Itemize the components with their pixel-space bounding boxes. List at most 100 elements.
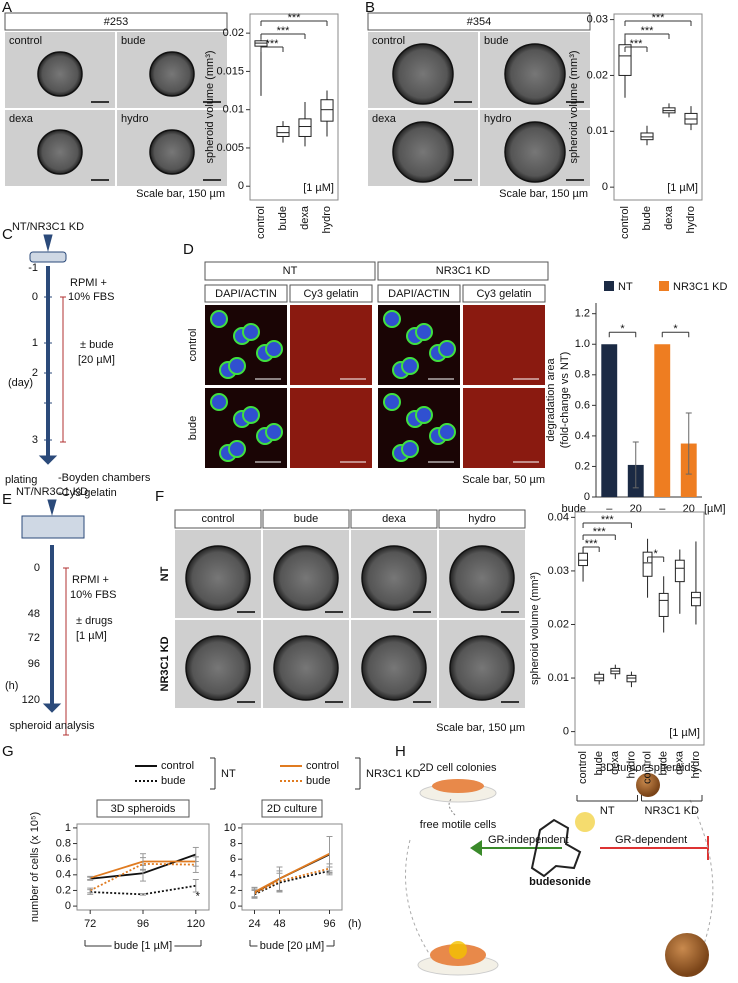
label: plating [5,474,37,486]
image-label: bude [121,35,145,47]
y-tick-label: 1.2 [575,308,590,320]
chart-title: 3D spheroids [111,803,176,815]
x-tick-label: control [577,751,589,784]
label: -Cy3 gelatin [58,487,117,499]
chart-title: 2D culture [267,803,317,815]
significance: *** [601,514,615,526]
image-label: hydro [484,113,512,125]
cell [265,340,283,358]
significance: * [196,891,201,903]
cell [210,393,228,411]
spheroid [361,635,427,701]
x-tick-label: 120 [187,918,205,930]
label: control [201,513,234,525]
id-box [367,12,591,31]
spheroid [361,545,427,611]
image-label: control [372,35,405,47]
x-tick-label: control [255,206,267,239]
y-tick-label: 0.01 [223,104,244,116]
x-tick-label: 96 [137,918,149,930]
series-line [254,867,330,895]
time-tick: 3 [32,434,38,446]
significance: *** [288,12,302,24]
plot-frame [613,13,703,201]
y-tick-label: 0.6 [575,399,590,411]
plot-frame [241,823,343,911]
plot-frame [574,511,705,746]
x-tick-label: dexa [609,750,621,775]
legend-swatch [659,281,669,291]
y-tick-label: 1 [65,822,71,834]
bar [654,344,671,497]
image-label: hydro [121,113,149,125]
box [642,551,653,577]
spheroid [392,121,454,183]
significance: * [673,323,678,335]
label: 3D tumor spheroids [600,762,696,774]
legend-group: NR3C1 KD [366,768,420,780]
scale-text: Scale bar, 150 µm [499,188,588,200]
spheroid [149,51,195,97]
cell [228,357,246,375]
label: Cy3 gelatin [476,288,531,300]
time-tick: 120 [22,694,40,706]
x-tick-label: hydro [685,206,697,234]
cell [438,423,456,441]
box [691,591,701,607]
label: NT [283,265,298,277]
label: free motile cells [420,819,497,831]
label: GR-independent [488,834,569,846]
time-tick: 48 [28,608,40,620]
label: hydro [468,513,496,525]
box [276,126,290,137]
y-tick-label: 0.015 [216,65,244,77]
time-tick: 1 [32,337,38,349]
x-tick-label: control [619,206,631,239]
panel-letter: F [155,488,164,505]
significance: *** [593,526,607,538]
legend-label: control [161,760,194,772]
label: 10% FBS [70,589,116,601]
label: [20 µM] [78,354,115,366]
header-box [377,261,549,281]
spheroid [504,121,566,183]
spheroid [449,635,515,701]
significance: *** [585,538,599,550]
x-tick-label: – [606,503,613,515]
image-label: dexa [372,113,397,125]
y-tick-label: 2 [230,884,236,896]
x-tick-label: dexa [674,750,686,775]
box [578,552,588,567]
y-axis-label: (fold-change vs NT) [559,352,571,449]
x-tick-label: bude [641,206,653,230]
label: NT/NR3C1 KD [16,486,88,498]
y-tick-label: 0.02 [223,27,244,39]
y-tick-label: 0.04 [548,511,569,523]
note: [1 µM] [667,182,698,194]
y-tick-label: 0 [563,726,569,738]
x-tick-label: bude [658,751,670,775]
spheroid [149,129,195,175]
cell [438,340,456,358]
stain-box [377,284,461,303]
y-tick-label: 0.01 [548,672,569,684]
panel-letter: D [183,241,194,258]
spheroid [37,129,83,175]
y-tick-label: 0.8 [575,369,590,381]
stain-box [462,284,546,303]
box [320,99,334,122]
box [618,44,632,76]
spheroid [185,545,251,611]
y-tick-label: 0.2 [575,460,590,472]
spheroid [392,43,454,105]
spheroid [273,545,339,611]
time-tick: -1 [28,262,38,274]
y-tick-label: 4 [230,869,236,881]
y-axis-label: spheroid volume (mm³) [568,50,580,163]
label: [1 µM] [76,630,107,642]
label: Scale bar, 50 µm [462,474,545,486]
y-axis-label: spheroid volume (mm³) [204,50,216,163]
label: NT/NR3C1 KD [12,221,84,233]
time-tick: 0 [34,562,40,574]
sample-id: #253 [104,16,128,28]
